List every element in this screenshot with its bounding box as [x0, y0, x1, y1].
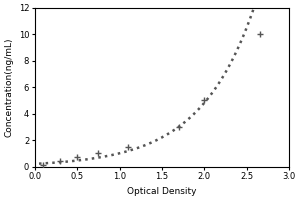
X-axis label: Optical Density: Optical Density [127, 187, 197, 196]
Y-axis label: Concentration(ng/mL): Concentration(ng/mL) [4, 37, 13, 137]
